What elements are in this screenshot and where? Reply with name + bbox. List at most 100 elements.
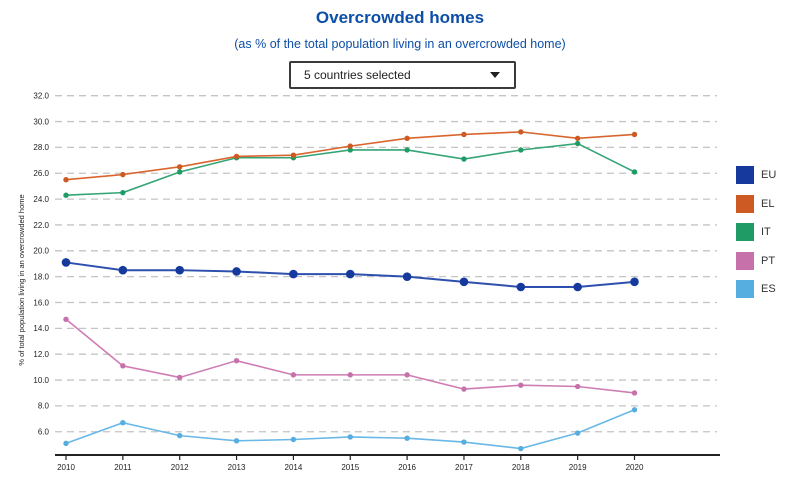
series-point-EU-2013[interactable] bbox=[232, 267, 241, 276]
series-point-EL-2011[interactable] bbox=[120, 171, 126, 178]
series-point-ES-2019[interactable] bbox=[574, 430, 581, 436]
series-point-EL-2017[interactable] bbox=[461, 131, 467, 138]
series-point-PT-2014[interactable] bbox=[290, 372, 297, 378]
x-tick-label-2013: 2013 bbox=[228, 463, 246, 472]
x-tick-label-2017: 2017 bbox=[455, 463, 473, 472]
y-tick-label: 28.0 bbox=[33, 143, 49, 152]
series-point-PT-2016[interactable] bbox=[404, 372, 410, 378]
legend-swatch-EL bbox=[736, 194, 754, 213]
series-point-EL-2012[interactable] bbox=[177, 164, 183, 170]
y-tick-label: 20.0 bbox=[33, 247, 49, 256]
series-point-PT-2013[interactable] bbox=[233, 357, 240, 364]
series-point-EU-2014[interactable] bbox=[289, 269, 298, 279]
legend-swatch-EU bbox=[736, 166, 754, 184]
series-point-IT-2019[interactable] bbox=[574, 140, 581, 147]
legend-label-IT: IT bbox=[761, 226, 771, 238]
series-point-IT-2020[interactable] bbox=[631, 169, 638, 175]
series-point-EL-2013[interactable] bbox=[233, 153, 240, 160]
series-point-ES-2013[interactable] bbox=[233, 438, 240, 444]
series-point-ES-2018[interactable] bbox=[518, 445, 524, 452]
series-point-PT-2010[interactable] bbox=[63, 316, 69, 323]
series-point-IT-2017[interactable] bbox=[461, 156, 467, 162]
series-point-ES-2011[interactable] bbox=[120, 420, 126, 426]
y-axis-label: % of total population living in an overc… bbox=[17, 194, 26, 365]
series-point-EL-2018[interactable] bbox=[518, 129, 524, 135]
series-point-EL-2019[interactable] bbox=[574, 135, 581, 142]
series-point-IT-2018[interactable] bbox=[518, 147, 524, 153]
legend-item-EU[interactable]: EU bbox=[736, 166, 776, 184]
series-point-IT-2011[interactable] bbox=[120, 189, 126, 196]
page-subtitle: (as % of the total population living in … bbox=[234, 37, 566, 51]
series-point-ES-2020[interactable] bbox=[631, 407, 638, 413]
series-point-EU-2011[interactable] bbox=[118, 265, 128, 275]
legend-item-IT[interactable]: IT bbox=[736, 223, 776, 241]
legend-swatch-PT bbox=[736, 251, 754, 270]
series-point-IT-2016[interactable] bbox=[404, 147, 410, 153]
page-title: Overcrowded homes bbox=[315, 8, 485, 27]
legend-label-EU: EU bbox=[761, 169, 777, 181]
legend-swatch-IT bbox=[736, 223, 754, 241]
series-line-PT bbox=[65, 318, 635, 394]
series-point-ES-2015[interactable] bbox=[347, 434, 353, 440]
series-point-EL-2015[interactable] bbox=[347, 143, 353, 149]
y-tick-label: 32.0 bbox=[33, 92, 49, 101]
series-point-PT-2019[interactable] bbox=[574, 383, 581, 390]
series-point-EU-2018[interactable] bbox=[516, 282, 526, 292]
series-point-IT-2015[interactable] bbox=[347, 147, 353, 153]
chart-legend: EU EL IT PT ES bbox=[736, 166, 776, 298]
series-point-PT-2011[interactable] bbox=[120, 363, 126, 369]
y-tick-label: 26.0 bbox=[33, 169, 49, 178]
chevron-down-icon bbox=[490, 72, 500, 78]
legend-item-EL[interactable]: EL bbox=[736, 194, 776, 213]
series-point-PT-2017[interactable] bbox=[461, 386, 467, 392]
country-selector-dropdown[interactable]: 5 countries selected bbox=[289, 61, 516, 89]
x-tick-label-2015: 2015 bbox=[341, 463, 359, 472]
series-point-PT-2012[interactable] bbox=[177, 374, 183, 381]
series-point-EL-2020[interactable] bbox=[631, 131, 638, 138]
series-point-EL-2014[interactable] bbox=[290, 152, 297, 158]
series-point-EU-2017[interactable] bbox=[459, 277, 469, 287]
y-tick-label: 18.0 bbox=[33, 272, 49, 281]
x-tick-label-2019: 2019 bbox=[569, 463, 587, 472]
y-tick-label: 14.0 bbox=[33, 324, 49, 333]
series-point-EU-2010[interactable] bbox=[61, 258, 71, 267]
series-point-EU-2020[interactable] bbox=[630, 277, 639, 287]
series-point-IT-2012[interactable] bbox=[177, 169, 183, 175]
series-point-PT-2018[interactable] bbox=[518, 382, 524, 388]
x-tick-label-2012: 2012 bbox=[171, 463, 189, 472]
series-point-ES-2017[interactable] bbox=[461, 439, 467, 445]
y-tick-label: 8.0 bbox=[38, 402, 50, 411]
legend-item-PT[interactable]: PT bbox=[736, 251, 776, 270]
y-tick-label: 10.0 bbox=[33, 376, 49, 385]
series-point-EU-2016[interactable] bbox=[402, 272, 412, 281]
legend-item-ES[interactable]: ES bbox=[736, 280, 776, 298]
y-tick-label: 22.0 bbox=[33, 221, 49, 230]
legend-label-ES: ES bbox=[761, 283, 776, 295]
series-point-EU-2019[interactable] bbox=[573, 282, 582, 292]
y-tick-label: 12.0 bbox=[33, 350, 49, 359]
series-point-ES-2016[interactable] bbox=[404, 435, 410, 441]
series-point-EU-2012[interactable] bbox=[175, 265, 184, 275]
series-point-EL-2010[interactable] bbox=[63, 177, 69, 183]
series-point-PT-2015[interactable] bbox=[347, 372, 353, 378]
series-point-ES-2010[interactable] bbox=[63, 440, 69, 447]
x-tick-label-2016: 2016 bbox=[398, 463, 416, 472]
y-tick-label: 6.0 bbox=[38, 428, 50, 437]
y-tick-label: 24.0 bbox=[33, 195, 49, 204]
series-point-ES-2014[interactable] bbox=[290, 436, 297, 443]
series-point-EL-2016[interactable] bbox=[404, 135, 410, 142]
legend-label-PT: PT bbox=[761, 254, 776, 267]
x-tick-label-2018: 2018 bbox=[512, 463, 530, 472]
series-line-EL bbox=[65, 131, 635, 181]
x-tick-label-2020: 2020 bbox=[626, 463, 644, 472]
series-point-IT-2010[interactable] bbox=[63, 192, 69, 198]
series-line-ES bbox=[65, 409, 635, 450]
x-tick-label-2010: 2010 bbox=[57, 463, 75, 472]
legend-label-EL: EL bbox=[761, 197, 775, 210]
series-point-ES-2012[interactable] bbox=[177, 432, 183, 439]
series-point-EU-2015[interactable] bbox=[345, 269, 355, 279]
y-tick-label: 16.0 bbox=[33, 298, 49, 307]
series-point-PT-2020[interactable] bbox=[631, 390, 638, 396]
